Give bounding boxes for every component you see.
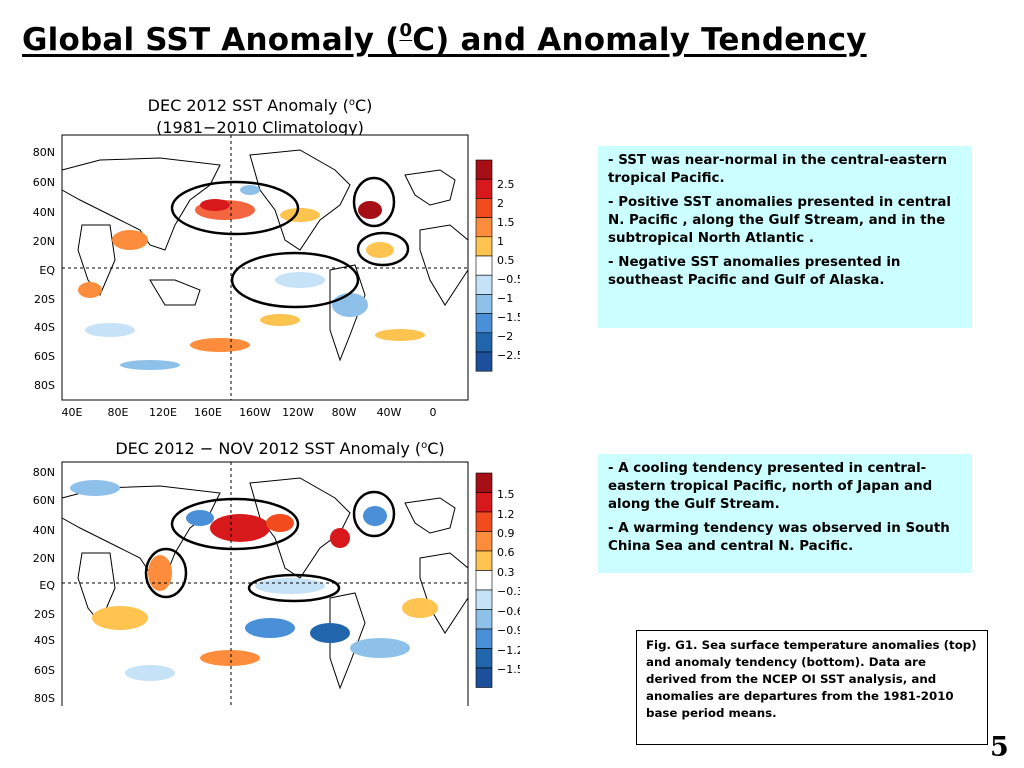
- bottom-colorbar: [475, 472, 493, 688]
- colorbar-segment: [475, 159, 493, 180]
- colorbar-segment: [475, 255, 493, 276]
- colorbar-segment: [475, 236, 493, 257]
- svg-text:2: 2: [497, 197, 504, 210]
- svg-text:0: 0: [430, 406, 437, 419]
- svg-text:120E: 120E: [149, 406, 177, 419]
- top-note-item: - Positive SST anomalies presented in ce…: [608, 195, 951, 246]
- svg-text:EQ: EQ: [39, 579, 55, 592]
- colorbar-segment: [475, 313, 493, 334]
- colorbar-segment: [475, 550, 493, 571]
- bottom-note-item: - A cooling tendency presented in centra…: [608, 461, 933, 512]
- top-sst-anomaly-map: 80N 60N 40N 20N EQ 20S 40S 60S 80S 40E 8…: [33, 134, 520, 419]
- colorbar-segment: [475, 511, 493, 532]
- colorbar-segment: [475, 351, 493, 372]
- top-lon-labels: 40E 80E 120E 160E 160W 120W 80W 40W 0: [62, 406, 437, 419]
- svg-text:1.5: 1.5: [497, 488, 515, 501]
- bottom-sst-tendency-map: 80N 60N 40N 20N EQ 20S 40S 60S 80S 1.5 1…: [33, 461, 520, 706]
- svg-text:−0.6: −0.6: [497, 605, 520, 618]
- bottom-colorbar-labels: 1.5 1.2 0.9 0.6 0.3 −0.3 −0.6 −0.9 −1.2 …: [497, 488, 520, 676]
- svg-text:−2: −2: [497, 330, 513, 343]
- svg-text:1: 1: [497, 235, 504, 248]
- svg-text:60N: 60N: [33, 176, 55, 189]
- svg-text:40N: 40N: [33, 524, 55, 537]
- top-note-item: - SST was near-normal in the central-eas…: [608, 153, 948, 186]
- colorbar-segment: [475, 589, 493, 610]
- svg-text:40S: 40S: [34, 321, 55, 334]
- svg-text:−0.3: −0.3: [497, 585, 520, 598]
- svg-text:−2.5: −2.5: [497, 349, 520, 362]
- bottom-map-title: DEC 2012 − NOV 2012 SST Anomaly (oC): [115, 439, 445, 458]
- colorbar-segment: [475, 531, 493, 552]
- colorbar-segment: [475, 217, 493, 238]
- svg-text:120W: 120W: [282, 406, 314, 419]
- colorbar-segment: [475, 570, 493, 591]
- svg-text:20N: 20N: [33, 552, 55, 565]
- svg-text:40S: 40S: [34, 634, 55, 647]
- colorbar-segment: [475, 332, 493, 353]
- svg-text:2.5: 2.5: [497, 178, 515, 191]
- svg-text:1.2: 1.2: [497, 508, 515, 521]
- svg-text:60S: 60S: [34, 350, 55, 363]
- bottom-highlight-circles: [144, 490, 396, 603]
- colorbar-segment: [475, 472, 493, 493]
- top-notes-box: - SST was near-normal in the central-eas…: [598, 146, 972, 328]
- svg-text:40N: 40N: [33, 206, 55, 219]
- svg-text:80W: 80W: [332, 406, 357, 419]
- svg-text:80N: 80N: [33, 466, 55, 479]
- svg-text:40E: 40E: [62, 406, 83, 419]
- top-lat-labels: 80N 60N 40N 20N EQ 20S 40S 60S 80S: [33, 146, 56, 392]
- colorbar-segment: [475, 609, 493, 630]
- svg-text:80S: 80S: [34, 379, 55, 392]
- top-colorbar: [475, 159, 493, 372]
- colorbar-segment: [475, 198, 493, 218]
- svg-text:0.6: 0.6: [497, 546, 515, 559]
- svg-text:−1.5: −1.5: [497, 311, 520, 324]
- svg-text:1.5: 1.5: [497, 216, 515, 229]
- colorbar-segment: [475, 667, 493, 688]
- colorbar-segment: [475, 178, 493, 199]
- svg-text:−1.2: −1.2: [497, 644, 520, 657]
- svg-text:60S: 60S: [34, 664, 55, 677]
- svg-text:160W: 160W: [239, 406, 271, 419]
- bottom-lat-labels: 80N 60N 40N 20N EQ 20S 40S 60S 80S: [33, 466, 56, 705]
- svg-text:20S: 20S: [34, 608, 55, 621]
- bottom-notes-box: - A cooling tendency presented in centra…: [598, 454, 972, 573]
- svg-text:40W: 40W: [377, 406, 402, 419]
- svg-text:−0.9: −0.9: [497, 624, 520, 637]
- colorbar-segment: [475, 274, 493, 295]
- top-note-item: - Negative SST anomalies presented in so…: [608, 255, 901, 288]
- svg-text:60N: 60N: [33, 494, 55, 507]
- colorbar-segment: [475, 628, 493, 649]
- svg-text:0.3: 0.3: [497, 566, 515, 579]
- svg-text:20S: 20S: [34, 293, 55, 306]
- svg-text:−1.5: −1.5: [497, 663, 520, 676]
- colorbar-segment: [475, 294, 493, 314]
- slide-title: Global SST Anomaly (0C) and Anomaly Tend…: [22, 20, 867, 58]
- svg-text:EQ: EQ: [39, 264, 55, 277]
- svg-text:−1: −1: [497, 292, 513, 305]
- colorbar-segment: [475, 648, 493, 669]
- svg-text:80N: 80N: [33, 146, 55, 159]
- svg-text:0.9: 0.9: [497, 527, 515, 540]
- svg-text:80S: 80S: [34, 692, 55, 705]
- page-number: 5: [990, 732, 1009, 763]
- svg-text:80E: 80E: [108, 406, 129, 419]
- continent-outlines: [61, 149, 469, 362]
- colorbar-segment: [475, 492, 493, 513]
- bottom-anomaly-patches: [70, 480, 438, 681]
- top-highlight-circles: [170, 176, 410, 309]
- svg-text:160E: 160E: [194, 406, 222, 419]
- svg-text:20N: 20N: [33, 235, 55, 248]
- bottom-note-item: - A warming tendency was observed in Sou…: [608, 521, 950, 554]
- svg-text:−0.5: −0.5: [497, 273, 520, 286]
- top-colorbar-labels: 2.5 2 1.5 1 0.5 −0.5 −1 −1.5 −2 −2.5: [497, 178, 520, 362]
- figure-caption: Fig. G1. Sea surface temperature anomali…: [636, 630, 988, 745]
- top-map-title: DEC 2012 SST Anomaly (oC) (1981−2010 Cli…: [147, 96, 373, 137]
- svg-text:0.5: 0.5: [497, 254, 515, 267]
